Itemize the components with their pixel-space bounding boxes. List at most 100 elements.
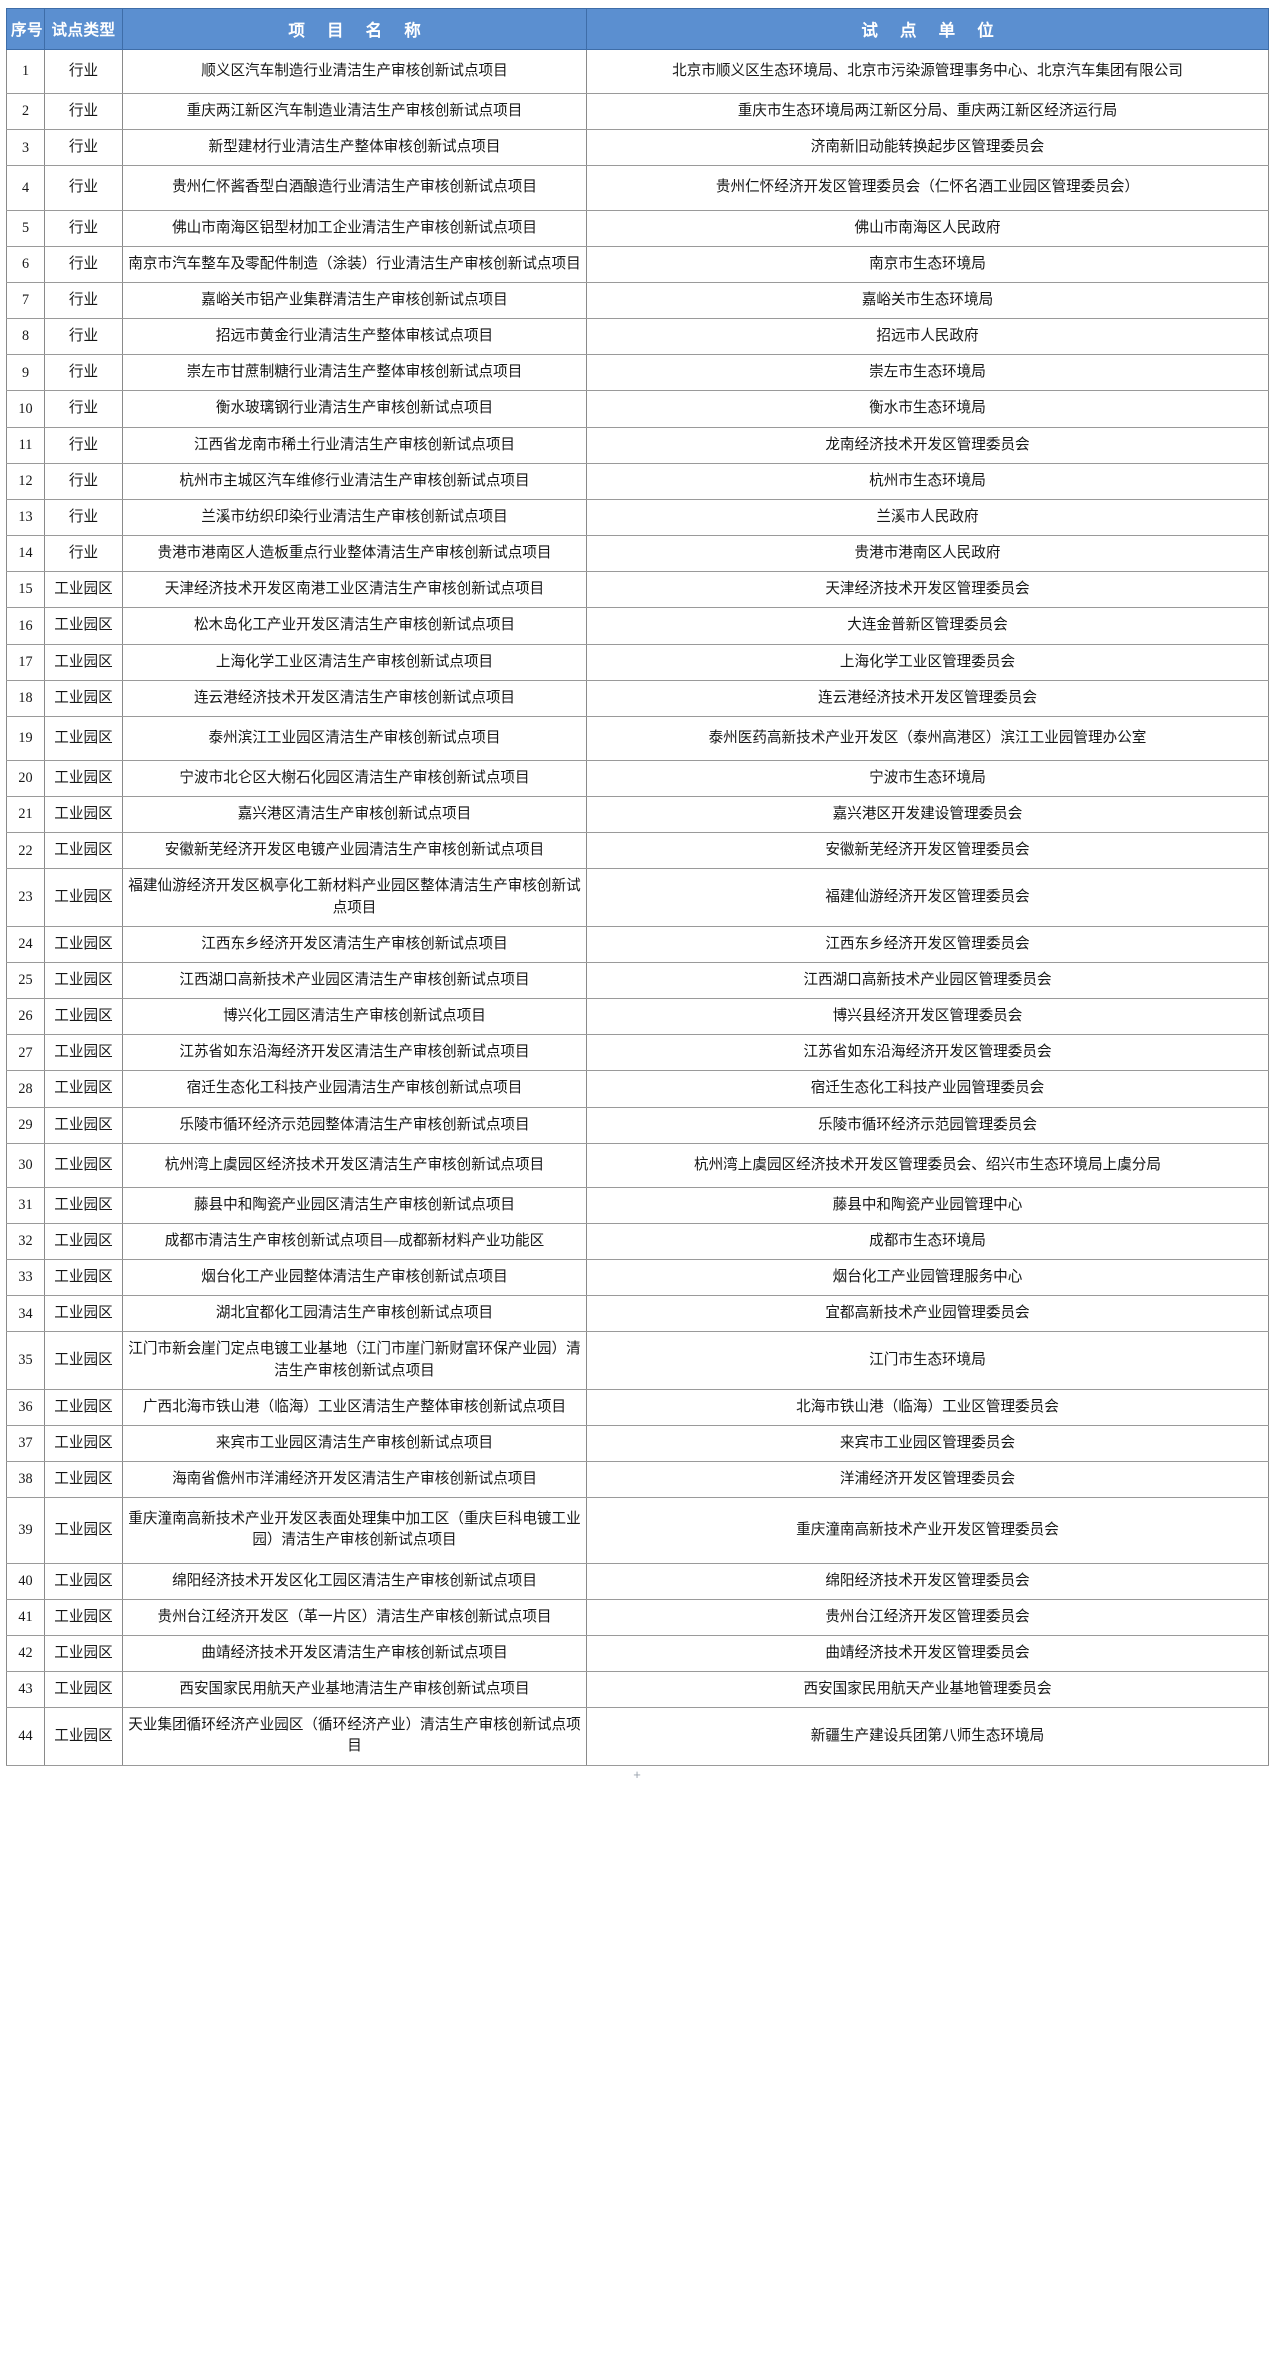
cell-type[interactable]: 工业园区 [44,759,123,798]
cell-no[interactable]: 17 [6,643,45,681]
cell-project-name[interactable]: 江西东乡经济开发区清洁生产审核创新试点项目 [122,925,587,963]
cell-no[interactable]: 27 [6,1034,45,1072]
cell-type[interactable]: 工业园区 [44,607,123,645]
cell-type[interactable]: 工业园区 [44,1634,123,1673]
cell-no[interactable]: 11 [6,426,45,464]
cell-pilot-unit[interactable]: 招远市人民政府 [586,318,1269,356]
cell-type[interactable]: 工业园区 [44,715,123,761]
cell-pilot-unit[interactable]: 泰州医药高新技术产业开发区（泰州高港区）滨江工业园管理办公室 [586,715,1269,761]
cell-no[interactable]: 38 [6,1461,45,1499]
cell-project-name[interactable]: 新型建材行业清洁生产整体审核创新试点项目 [122,129,587,167]
cell-type[interactable]: 工业园区 [44,1497,123,1564]
cell-pilot-unit[interactable]: 成都市生态环境局 [586,1222,1269,1261]
cell-pilot-unit[interactable]: 北京市顺义区生态环境局、北京市污染源管理事务中心、北京汽车集团有限公司 [586,48,1269,95]
cell-pilot-unit[interactable]: 重庆潼南高新技术产业开发区管理委员会 [586,1497,1269,1564]
cell-no[interactable]: 36 [6,1388,45,1426]
column-header-type[interactable]: 试点类型 [44,8,123,50]
cell-no[interactable]: 13 [6,498,45,537]
cell-project-name[interactable]: 博兴化工园区清洁生产审核创新试点项目 [122,998,587,1036]
cell-type[interactable]: 行业 [44,48,123,95]
cell-project-name[interactable]: 崇左市甘蔗制糖行业清洁生产整体审核创新试点项目 [122,354,587,392]
cell-project-name[interactable]: 贵港市港南区人造板重点行业整体清洁生产审核创新试点项目 [122,535,587,573]
cell-type[interactable]: 工业园区 [44,571,123,609]
cell-type[interactable]: 工业园区 [44,925,123,963]
cell-type[interactable]: 工业园区 [44,796,123,834]
cell-pilot-unit[interactable]: 重庆市生态环境局两江新区分局、重庆两江新区经济运行局 [586,93,1269,131]
cell-project-name[interactable]: 松木岛化工产业开发区清洁生产审核创新试点项目 [122,607,587,645]
cell-pilot-unit[interactable]: 宜都高新技术产业园管理委员会 [586,1295,1269,1333]
cell-type[interactable]: 工业园区 [44,1388,123,1426]
cell-pilot-unit[interactable]: 洋浦经济开发区管理委员会 [586,1461,1269,1499]
cell-type[interactable]: 行业 [44,209,123,247]
cell-project-name[interactable]: 天津经济技术开发区南港工业区清洁生产审核创新试点项目 [122,571,587,609]
cell-type[interactable]: 工业园区 [44,1070,123,1108]
cell-project-name[interactable]: 宿迁生态化工科技产业园清洁生产审核创新试点项目 [122,1070,587,1108]
cell-project-name[interactable]: 曲靖经济技术开发区清洁生产审核创新试点项目 [122,1634,587,1673]
cell-type[interactable]: 工业园区 [44,1222,123,1261]
cell-no[interactable]: 14 [6,535,45,573]
add-sheet-icon[interactable]: + [633,1766,641,1782]
cell-project-name[interactable]: 南京市汽车整车及零配件制造（涂装）行业清洁生产审核创新试点项目 [122,245,587,283]
cell-type[interactable]: 行业 [44,390,123,428]
cell-no[interactable]: 35 [6,1331,45,1390]
cell-pilot-unit[interactable]: 连云港经济技术开发区管理委员会 [586,679,1269,717]
cell-pilot-unit[interactable]: 天津经济技术开发区管理委员会 [586,571,1269,609]
cell-project-name[interactable]: 成都市清洁生产审核创新试点项目—成都新材料产业功能区 [122,1222,587,1261]
cell-project-name[interactable]: 嘉峪关市铝产业集群清洁生产审核创新试点项目 [122,281,587,320]
cell-pilot-unit[interactable]: 贵州台江经济开发区管理委员会 [586,1598,1269,1636]
cell-pilot-unit[interactable]: 安徽新芜经济开发区管理委员会 [586,832,1269,870]
cell-no[interactable]: 32 [6,1222,45,1261]
cell-type[interactable]: 工业园区 [44,1331,123,1390]
cell-no[interactable]: 22 [6,832,45,870]
cell-type[interactable]: 工业园区 [44,868,123,927]
cell-no[interactable]: 3 [6,129,45,167]
cell-pilot-unit[interactable]: 来宾市工业园区管理委员会 [586,1424,1269,1463]
cell-no[interactable]: 40 [6,1562,45,1600]
cell-no[interactable]: 12 [6,462,45,500]
cell-no[interactable]: 44 [6,1707,45,1766]
cell-no[interactable]: 30 [6,1142,45,1188]
cell-project-name[interactable]: 招远市黄金行业清洁生产整体审核试点项目 [122,318,587,356]
cell-pilot-unit[interactable]: 烟台化工产业园管理服务中心 [586,1259,1269,1297]
cell-project-name[interactable]: 贵州仁怀酱香型白酒酿造行业清洁生产审核创新试点项目 [122,165,587,211]
cell-type[interactable]: 行业 [44,281,123,320]
cell-pilot-unit[interactable]: 宁波市生态环境局 [586,759,1269,798]
cell-project-name[interactable]: 宁波市北仑区大榭石化园区清洁生产审核创新试点项目 [122,759,587,798]
cell-no[interactable]: 37 [6,1424,45,1463]
cell-type[interactable]: 工业园区 [44,1259,123,1297]
cell-type[interactable]: 行业 [44,318,123,356]
cell-no[interactable]: 21 [6,796,45,834]
cell-type[interactable]: 工业园区 [44,998,123,1036]
cell-project-name[interactable]: 江西湖口高新技术产业园区清洁生产审核创新试点项目 [122,961,587,1000]
cell-no[interactable]: 15 [6,571,45,609]
cell-project-name[interactable]: 江西省龙南市稀土行业清洁生产审核创新试点项目 [122,426,587,464]
cell-project-name[interactable]: 杭州湾上虞园区经济技术开发区清洁生产审核创新试点项目 [122,1142,587,1188]
cell-type[interactable]: 行业 [44,426,123,464]
cell-project-name[interactable]: 江门市新会崖门定点电镀工业基地（江门市崖门新财富环保产业园）清洁生产审核创新试点… [122,1331,587,1390]
cell-project-name[interactable]: 杭州市主城区汽车维修行业清洁生产审核创新试点项目 [122,462,587,500]
cell-pilot-unit[interactable]: 藤县中和陶瓷产业园管理中心 [586,1186,1269,1225]
cell-project-name[interactable]: 连云港经济技术开发区清洁生产审核创新试点项目 [122,679,587,717]
cell-project-name[interactable]: 烟台化工产业园整体清洁生产审核创新试点项目 [122,1259,587,1297]
cell-project-name[interactable]: 重庆两江新区汽车制造业清洁生产审核创新试点项目 [122,93,587,131]
cell-pilot-unit[interactable]: 兰溪市人民政府 [586,498,1269,537]
cell-pilot-unit[interactable]: 嘉峪关市生态环境局 [586,281,1269,320]
cell-no[interactable]: 29 [6,1106,45,1144]
cell-pilot-unit[interactable]: 衡水市生态环境局 [586,390,1269,428]
cell-no[interactable]: 6 [6,245,45,283]
cell-no[interactable]: 20 [6,759,45,798]
cell-type[interactable]: 行业 [44,93,123,131]
cell-project-name[interactable]: 上海化学工业区清洁生产审核创新试点项目 [122,643,587,681]
cell-project-name[interactable]: 藤县中和陶瓷产业园区清洁生产审核创新试点项目 [122,1186,587,1225]
cell-project-name[interactable]: 衡水玻璃钢行业清洁生产审核创新试点项目 [122,390,587,428]
cell-type[interactable]: 工业园区 [44,1106,123,1144]
cell-pilot-unit[interactable]: 大连金普新区管理委员会 [586,607,1269,645]
column-header-no[interactable]: 序号 [6,8,45,50]
cell-project-name[interactable]: 广西北海市铁山港（临海）工业区清洁生产整体审核创新试点项目 [122,1388,587,1426]
cell-pilot-unit[interactable]: 乐陵市循环经济示范园管理委员会 [586,1106,1269,1144]
cell-no[interactable]: 7 [6,281,45,320]
cell-no[interactable]: 23 [6,868,45,927]
cell-type[interactable]: 工业园区 [44,1424,123,1463]
cell-type[interactable]: 工业园区 [44,643,123,681]
cell-type[interactable]: 工业园区 [44,1671,123,1709]
